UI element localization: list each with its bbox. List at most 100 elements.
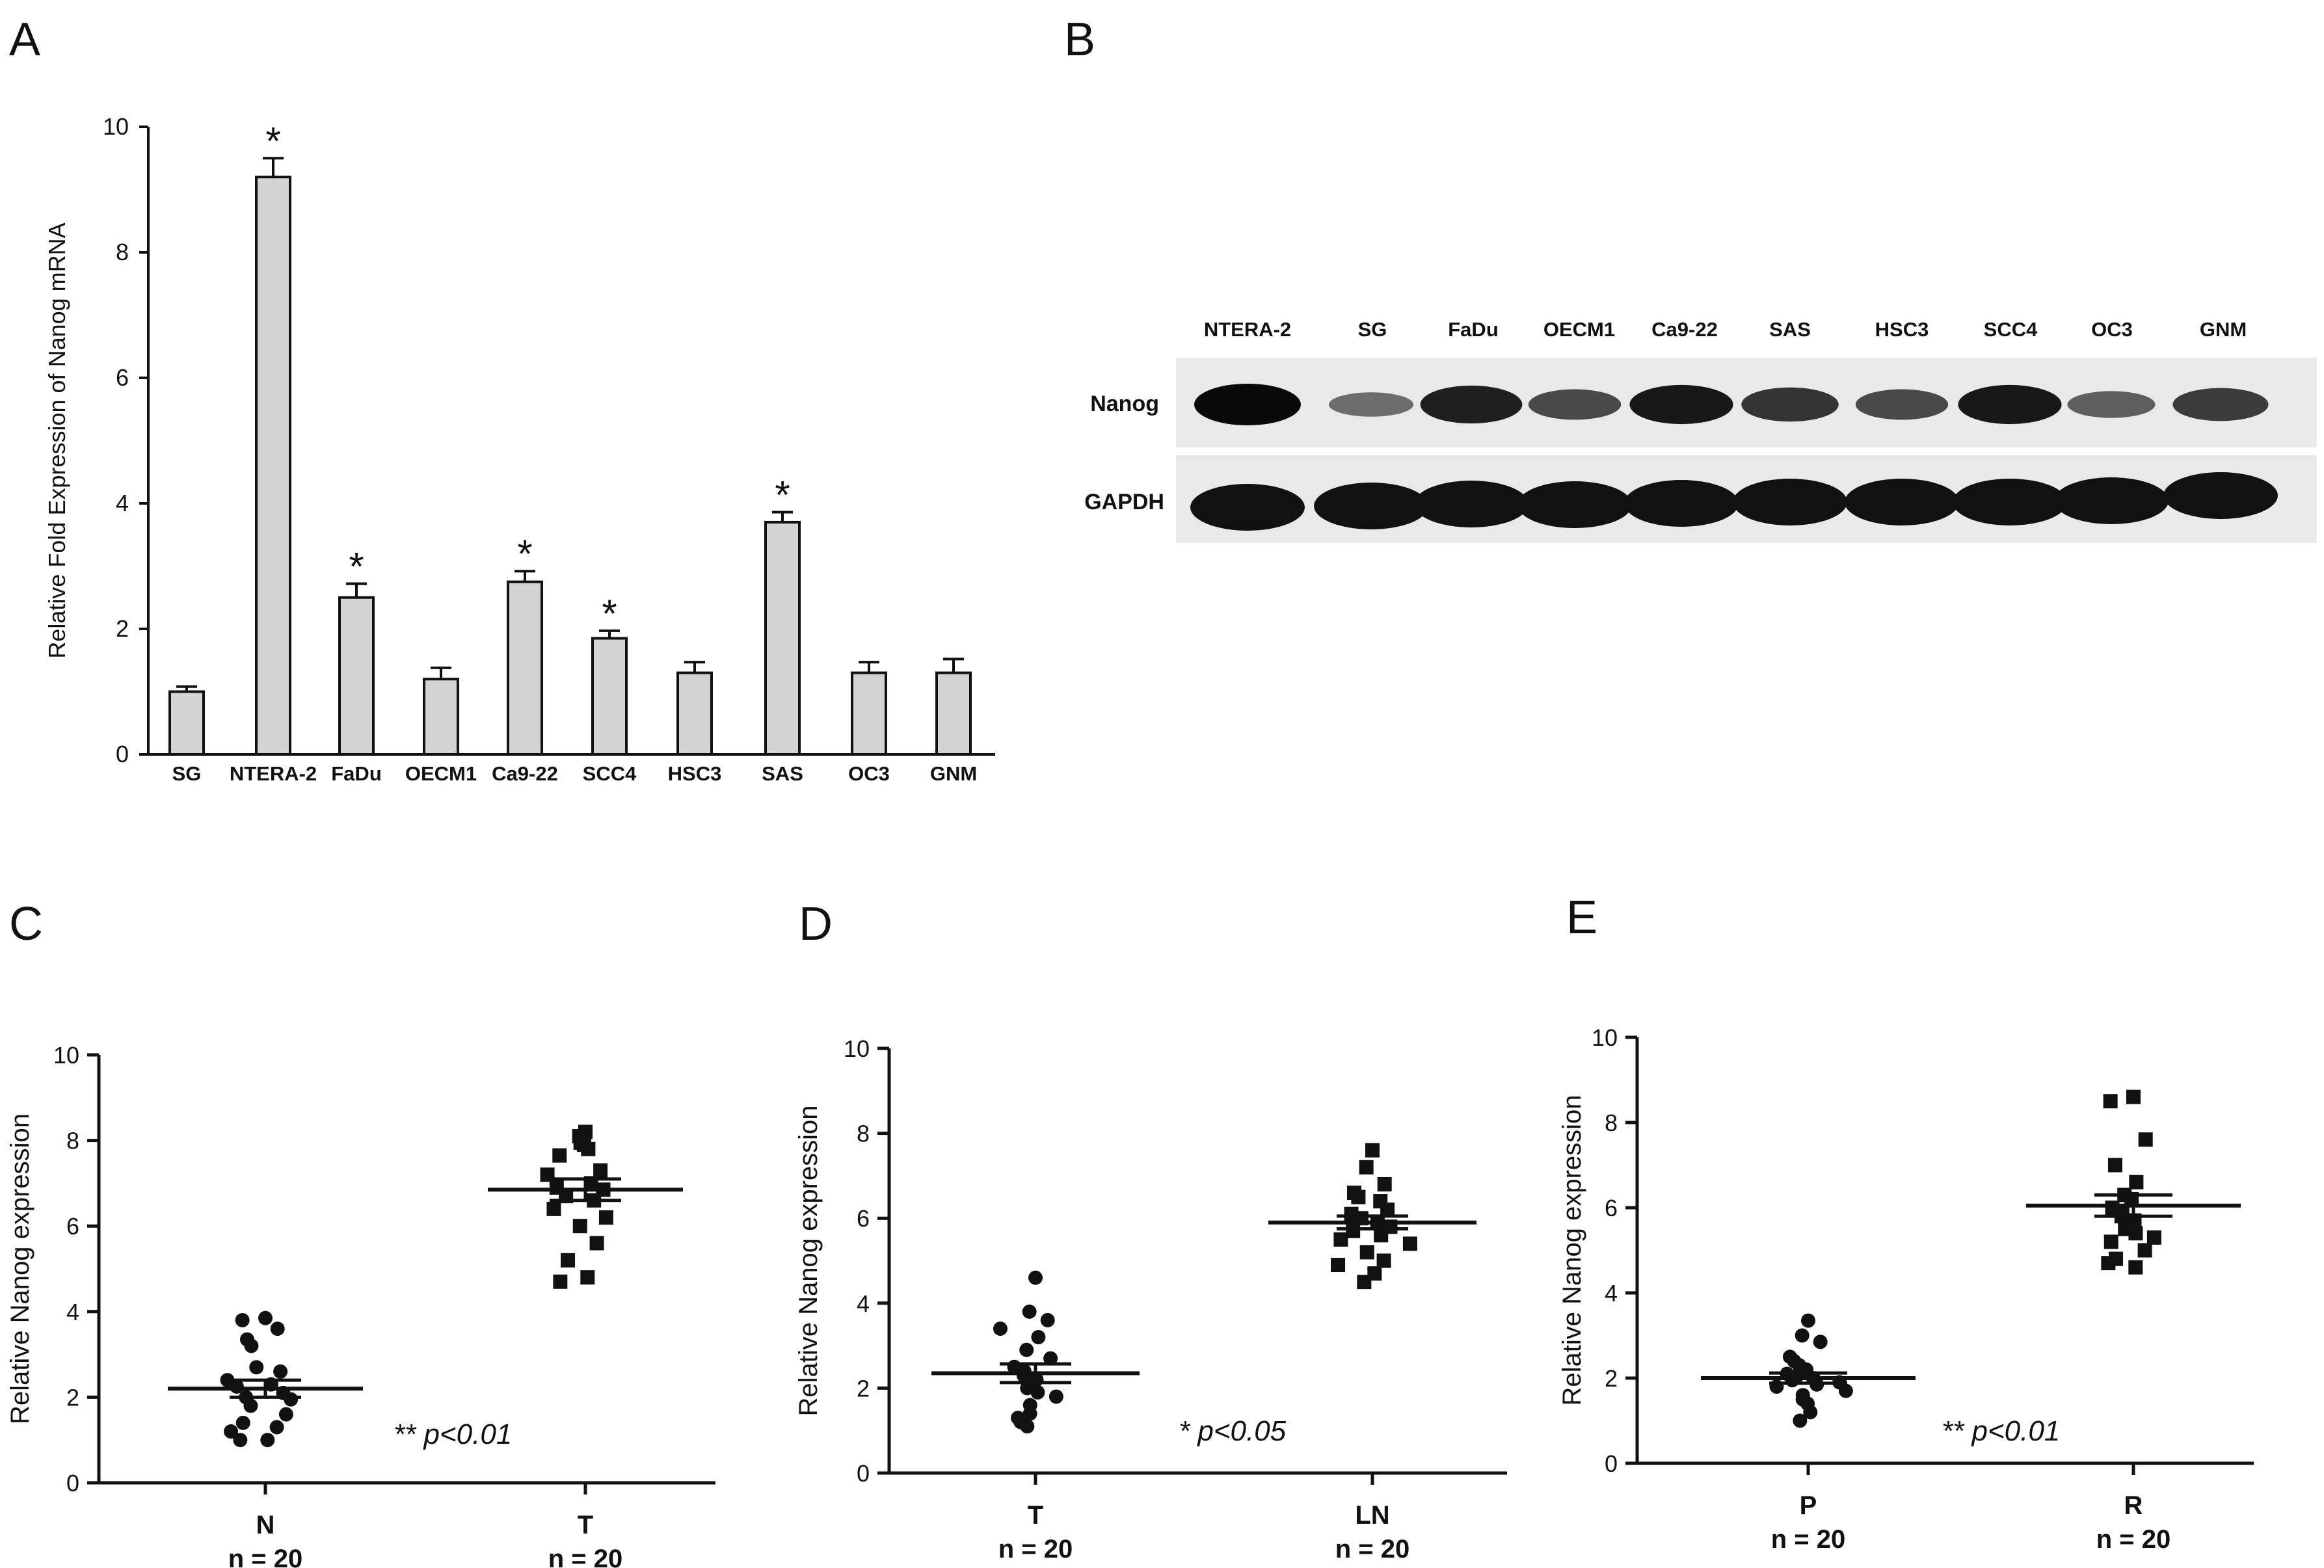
- blot-band-nanog: [1528, 389, 1622, 420]
- data-point-circle: [273, 1364, 288, 1379]
- data-point-square: [1333, 1232, 1348, 1247]
- y-tick-label: 10: [103, 113, 129, 140]
- blot-row-label: GAPDH: [1084, 490, 1164, 514]
- data-point-circle: [1028, 1270, 1043, 1285]
- data-point-square: [561, 1253, 576, 1268]
- x-category-label: NTERA-2: [230, 762, 317, 785]
- y-tick-label: 6: [66, 1213, 79, 1240]
- y-tick-label: 0: [857, 1460, 870, 1487]
- data-point-square: [1359, 1245, 1374, 1260]
- data-point-circle: [1813, 1335, 1828, 1349]
- data-point-circle: [1040, 1312, 1055, 1327]
- panel-letter-d: D: [799, 898, 833, 950]
- data-point-circle: [1785, 1373, 1800, 1388]
- bar: [507, 580, 543, 756]
- y-tick-label: 2: [116, 615, 129, 642]
- significance-star: *: [517, 532, 532, 576]
- blot-band-gapdh: [1953, 479, 2067, 525]
- blot-band-gapdh: [1314, 483, 1428, 529]
- group-label: T: [1028, 1501, 1043, 1530]
- bar: [935, 671, 972, 756]
- data-point-square: [589, 1236, 604, 1251]
- panel-b-western-blot: NTERA-2 SG FaDu OECM1 Ca9-22 SAS HSC3 SCC4 OC3 GN…: [1084, 318, 2317, 543]
- blot-band-nanog: [1741, 387, 1839, 422]
- blot-band-gapdh: [1190, 484, 1305, 531]
- panel-d-scatter: 0 2 4 6 8 10 Relative Nanog expression Tn = 20 L…: [794, 1035, 1507, 1563]
- y-tick-label: 0: [66, 1470, 79, 1496]
- blot-band-nanog: [1855, 389, 1949, 420]
- data-point-square: [1351, 1189, 1366, 1204]
- panel-letter-e: E: [1566, 892, 1597, 944]
- x-category-label: HSC3: [668, 762, 722, 785]
- y-tick-label: 10: [53, 1042, 79, 1069]
- blot-band-gapdh: [1517, 481, 1632, 528]
- data-point-square: [1374, 1228, 1389, 1243]
- data-point-square: [553, 1274, 568, 1289]
- bar: [764, 520, 801, 756]
- bar: [338, 596, 375, 756]
- blot-band-gapdh: [1845, 479, 1959, 525]
- significance-star: *: [265, 119, 280, 163]
- data-point-square: [1377, 1176, 1392, 1191]
- y-tick-label: 8: [1605, 1110, 1618, 1136]
- x-category-label: OECM1: [405, 762, 477, 785]
- lane-label: OC3: [2091, 318, 2133, 341]
- p-value-annotation: ** p<0.01: [1942, 1415, 2060, 1447]
- data-point-square: [1359, 1160, 1374, 1175]
- panel-a-bar-chart: 0 2 4 6 8 10 Relative Fold Expression of Nanog…: [44, 113, 995, 785]
- x-category-label: FaDu: [331, 762, 382, 785]
- bar: [168, 690, 205, 756]
- bar: [591, 637, 628, 756]
- n-count-label: n = 20: [2096, 1525, 2171, 1554]
- data-point-circle: [1020, 1419, 1035, 1434]
- data-point-square: [546, 1201, 561, 1216]
- y-tick-label: 2: [66, 1384, 79, 1411]
- data-point-circle: [1031, 1330, 1046, 1345]
- blot-band-nanog: [1629, 384, 1733, 425]
- data-point-circle: [244, 1338, 259, 1353]
- data-point-circle: [1803, 1405, 1818, 1420]
- group-label: N: [256, 1511, 275, 1539]
- n-count-label: n = 20: [1771, 1525, 1846, 1554]
- y-axis-label: Relative Nanog expression: [1558, 1095, 1586, 1405]
- y-tick-label: 6: [1605, 1195, 1618, 1221]
- panel-letter-a: A: [9, 14, 40, 66]
- y-tick-label: 6: [116, 364, 129, 391]
- data-point-square: [572, 1219, 587, 1234]
- data-point-circle: [233, 1433, 248, 1448]
- data-point-circle: [1795, 1328, 1810, 1343]
- y-tick-label: 8: [116, 239, 129, 265]
- y-tick-label: 2: [1605, 1365, 1618, 1392]
- lane-label: GNM: [2200, 318, 2247, 341]
- data-point-square: [2138, 1132, 2153, 1147]
- data-point-circle: [260, 1433, 275, 1448]
- y-tick-label: 8: [857, 1121, 870, 1147]
- data-point-square: [2128, 1260, 2143, 1275]
- significance-star: *: [602, 592, 617, 635]
- significance-star: *: [349, 545, 364, 589]
- lane-label: SAS: [1769, 318, 1811, 341]
- y-tick-label: 4: [1605, 1280, 1618, 1307]
- blot-band-gapdh: [2054, 477, 2169, 524]
- y-tick-label: 10: [844, 1035, 870, 1062]
- data-point-circle: [270, 1322, 285, 1336]
- panel-e-scatter: 0 2 4 6 8 10 Relative Nanog expression Pn = 20 R…: [1558, 1024, 2254, 1554]
- data-point-circle: [1022, 1406, 1037, 1421]
- data-point-circle: [278, 1407, 293, 1422]
- y-axis-label: Relative Nanog expression: [794, 1105, 823, 1416]
- x-category-label: SAS: [762, 762, 803, 785]
- n-count-label: n = 20: [998, 1535, 1073, 1563]
- x-category-label: OC3: [848, 762, 890, 785]
- blot-band-nanog: [2172, 388, 2269, 421]
- data-point-circle: [1030, 1385, 1045, 1400]
- data-point-square: [2104, 1234, 2118, 1249]
- y-axis-label: Relative Fold Expression of Nanog mRNA: [44, 222, 70, 658]
- p-value-annotation: * p<0.05: [1179, 1415, 1287, 1447]
- data-point-square: [1376, 1253, 1391, 1268]
- data-point-square: [1357, 1275, 1372, 1290]
- data-point-circle: [249, 1360, 264, 1375]
- n-count-label: n = 20: [1335, 1535, 1410, 1563]
- data-point-square: [552, 1148, 567, 1163]
- data-point-square: [1331, 1258, 1346, 1273]
- significance-star: *: [775, 473, 790, 517]
